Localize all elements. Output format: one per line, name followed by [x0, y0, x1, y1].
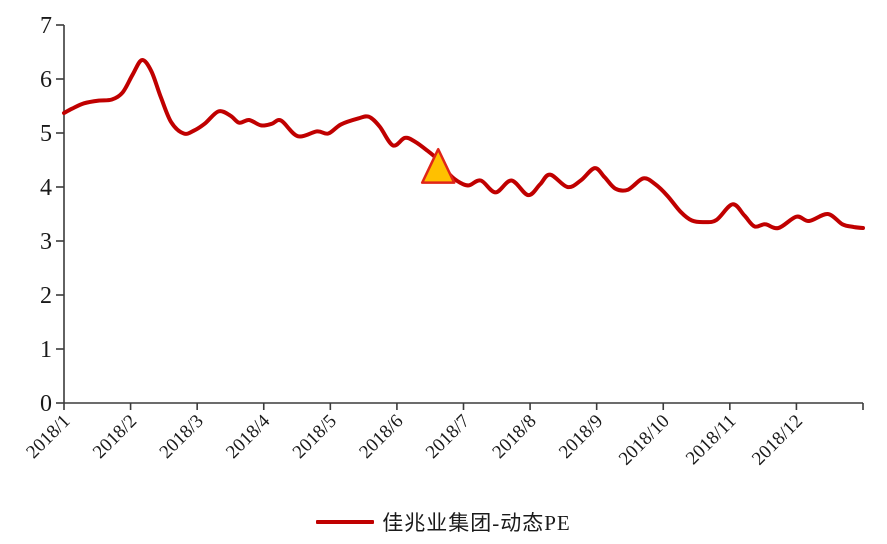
- y-tick-label: 1: [40, 337, 52, 363]
- x-tick-label: 2018/5: [289, 411, 341, 463]
- y-tick-label: 6: [40, 67, 52, 93]
- y-tick-label: 4: [40, 175, 52, 201]
- pe-line-chart: 0 1 2 3 4 5 6 7 2018/1 2018/2 2018/3 2018/4 2018/5 20…: [22, 13, 865, 470]
- x-tick-label: 2018/2: [89, 411, 141, 463]
- x-tick-label: 2018/9: [555, 411, 607, 463]
- x-tick-label: 2018/6: [355, 411, 407, 463]
- y-tick-label: 7: [40, 13, 52, 39]
- legend-label: 佳兆业集团-动态PE: [382, 511, 571, 535]
- legend: 佳兆业集团-动态PE: [0, 500, 887, 544]
- x-tick-label: 2018/1: [22, 411, 74, 463]
- y-tick-label: 0: [40, 391, 52, 417]
- x-tick-label: 2018/10: [615, 411, 674, 470]
- y-tick-label: 2: [40, 283, 52, 309]
- x-tick-label: 2018/4: [222, 410, 275, 463]
- x-tick-label: 2018/12: [748, 411, 807, 470]
- x-tick-label: 2018/8: [488, 411, 540, 463]
- series-line-kaisa-pe: [62, 58, 865, 231]
- marker-triangle: [420, 147, 456, 184]
- y-tick-label: 5: [40, 121, 52, 147]
- x-tick-label: 2018/3: [156, 411, 208, 463]
- chart-area: 0 1 2 3 4 5 6 7 2018/1 2018/2 2018/3 2018/4 2018/5 20…: [22, 13, 865, 470]
- legend-line-swatch: [316, 520, 375, 524]
- x-tick-label: 2018/7: [422, 411, 474, 463]
- x-tick-label: 2018/11: [682, 411, 740, 469]
- y-tick-label: 3: [40, 229, 52, 255]
